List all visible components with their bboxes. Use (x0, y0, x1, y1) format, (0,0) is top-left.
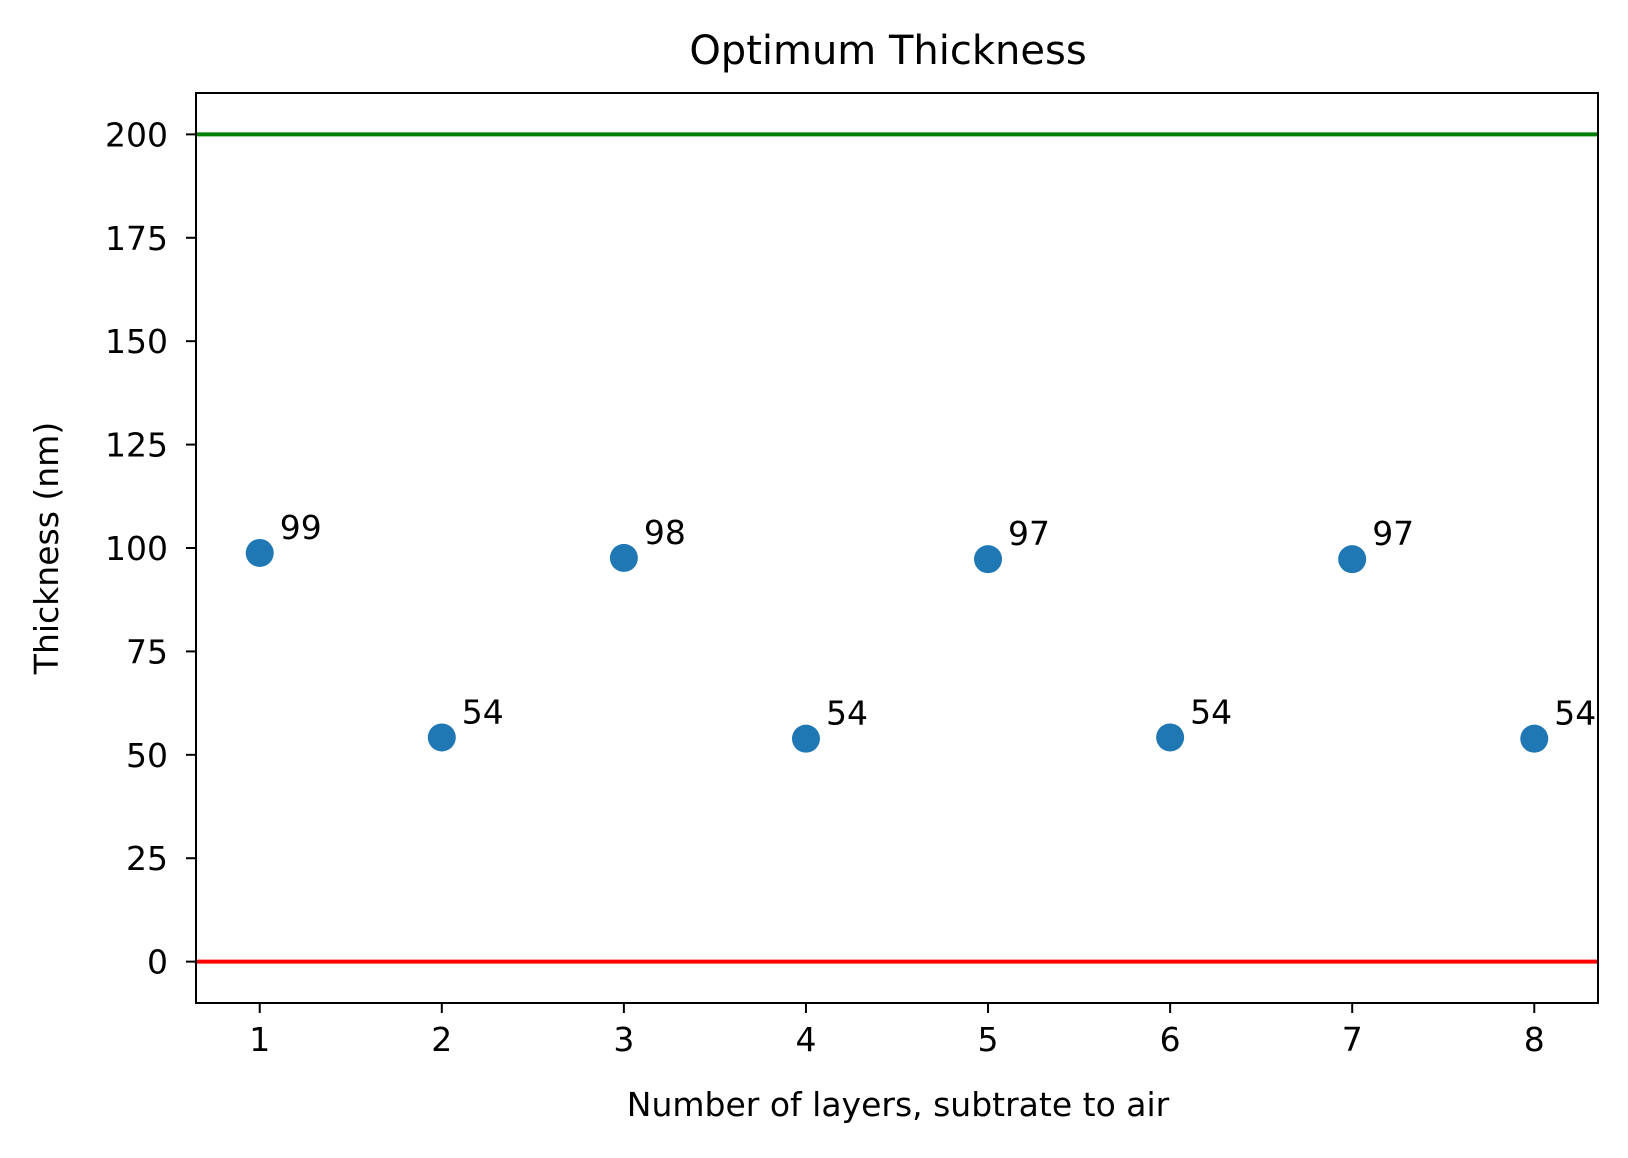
axes: 1 2 3 4 5 6 7 8 0 25 50 75 100 125 150 175 200 (105, 92, 1599, 1059)
y-tick-label-50: 50 (126, 736, 168, 775)
data-label-4: 54 (826, 694, 868, 733)
reference-lines (196, 132, 1598, 964)
data-label-7: 97 (1372, 514, 1414, 553)
y-axis-title: Thickness (nm) (27, 422, 66, 675)
y-tick-label-125: 125 (105, 426, 168, 465)
x-axis-title: Number of layers, subtrate to air (627, 1085, 1170, 1124)
y-tick-label-25: 25 (126, 839, 168, 878)
y-tick-label-200: 200 (105, 115, 168, 154)
data-label-6: 54 (1190, 692, 1232, 731)
chart-title: Optimum Thickness (689, 28, 1086, 74)
data-point-7 (1338, 545, 1367, 574)
x-tick-label-2: 2 (431, 1020, 452, 1059)
y-tick-label-0: 0 (147, 943, 168, 982)
data-point-2 (427, 723, 456, 752)
data-point-4 (791, 724, 820, 753)
data-point-6 (1156, 723, 1185, 752)
data-point-8 (1520, 724, 1549, 753)
data-label-8: 54 (1554, 694, 1596, 733)
data-points (245, 538, 1549, 753)
x-tick-label-5: 5 (978, 1020, 999, 1059)
x-tick-label-6: 6 (1160, 1020, 1181, 1059)
data-labels: 99 54 98 54 97 54 97 54 (280, 508, 1597, 733)
x-tick-label-4: 4 (795, 1020, 816, 1059)
data-label-5: 97 (1008, 514, 1050, 553)
y-tick-label-100: 100 (105, 529, 168, 568)
data-label-1: 99 (280, 508, 322, 547)
data-label-3: 98 (644, 513, 686, 552)
data-label-2: 54 (462, 692, 504, 731)
x-tick-label-8: 8 (1524, 1020, 1545, 1059)
y-tick-label-75: 75 (126, 632, 168, 671)
data-point-1 (245, 538, 274, 567)
y-tick-label-150: 150 (105, 322, 168, 361)
x-tick-label-1: 1 (249, 1020, 270, 1059)
x-tick-label-3: 3 (613, 1020, 634, 1059)
x-tick-label-7: 7 (1342, 1020, 1363, 1059)
data-point-3 (609, 543, 638, 572)
data-point-5 (974, 545, 1003, 574)
y-tick-label-175: 175 (105, 219, 168, 258)
